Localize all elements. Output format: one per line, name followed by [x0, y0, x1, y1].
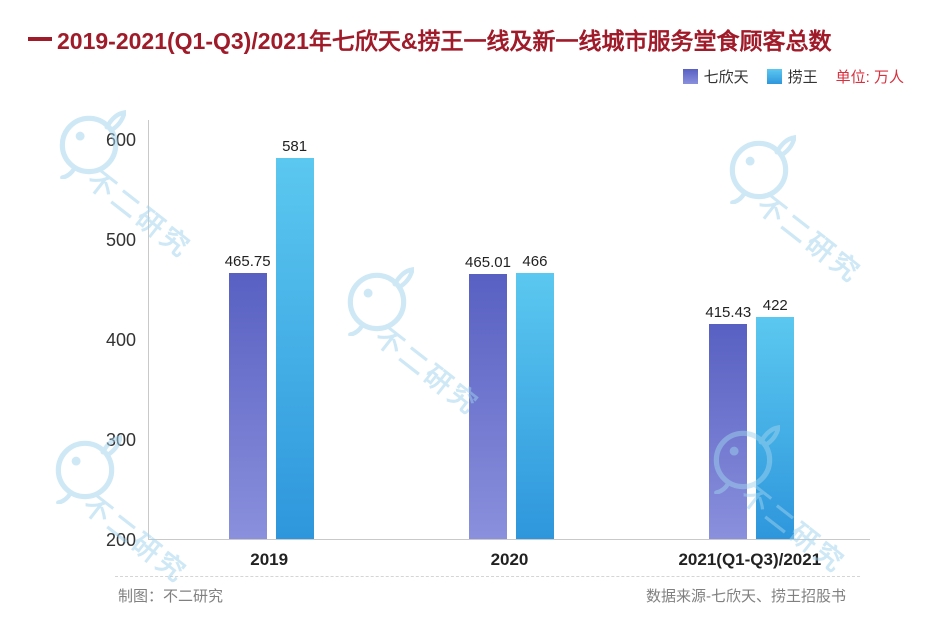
- bars: 415.43 422: [705, 297, 795, 539]
- bar-七欣天-2019: [228, 273, 267, 539]
- bar-七欣天-2020: [468, 274, 507, 539]
- bar-value-label: 466: [522, 253, 548, 270]
- bar-捞王-2020: [515, 273, 554, 539]
- legend-item-七欣天: 七欣天: [682, 66, 749, 87]
- bar-value-label: 465.01: [465, 254, 511, 271]
- footer-source: 数据来源-七欣天、捞王招股书: [646, 588, 846, 605]
- y-tick-label: 200: [105, 530, 136, 550]
- bars: 465.01 466: [465, 253, 554, 539]
- legend-item-捞王: 捞王: [766, 66, 818, 87]
- bar-group-2020: 465.01 466 2020: [465, 120, 554, 569]
- bar-value-label: 415.43: [705, 303, 752, 321]
- bar-wrap: 465.01: [465, 254, 511, 539]
- x-category-label: 2020: [490, 550, 529, 569]
- y-axis-ticks: 200 300 400 500 600: [78, 120, 136, 550]
- bar-value-label: 465.75: [224, 253, 271, 271]
- title-row: 2019-2021(Q1-Q3)/2021年七欣天&捞王一线及新一线城市服务堂食…: [28, 22, 832, 56]
- bar-捞王-2019: [275, 158, 314, 539]
- bar-groups: 465.75 581 2019 465.01 466 2020 415.43 422 2021(…: [149, 120, 870, 569]
- legend: 七欣天 捞王 单位: 万人: [682, 66, 904, 87]
- y-tick-label: 400: [105, 330, 136, 350]
- unit-label: 单位: 万人: [835, 69, 904, 86]
- bar-wrap: 422: [756, 297, 795, 539]
- bar-wrap: 415.43: [705, 304, 751, 539]
- x-category-label: 2021(Q1-Q3)/2021: [678, 550, 822, 569]
- legend-items: 七欣天 捞王: [682, 66, 818, 87]
- y-tick-label: 600: [105, 130, 136, 150]
- x-category-label: 2019: [250, 550, 289, 569]
- footer-credit: 制图：不二研究: [118, 588, 224, 605]
- bar-捞王-2021(Q1-Q3)/2021: [756, 317, 795, 539]
- chart-title: 2019-2021(Q1-Q3)/2021年七欣天&捞王一线及新一线城市服务堂食…: [57, 28, 832, 54]
- bar-value-label: 581: [282, 138, 308, 155]
- legend-label: 七欣天: [703, 69, 749, 86]
- plot-area: 465.75 581 2019 465.01 466 2020 415.43 422 2021(…: [148, 120, 870, 569]
- bar-wrap: 581: [275, 138, 314, 539]
- bar-七欣天-2021(Q1-Q3)/2021: [709, 323, 748, 539]
- y-tick-label: 300: [105, 430, 136, 450]
- footer-divider: [115, 576, 860, 577]
- legend-label: 捞王: [787, 69, 818, 86]
- bar-group-2021(Q1-Q3)/2021: 415.43 422 2021(Q1-Q3)/2021: [678, 120, 821, 569]
- bar-wrap: 466: [515, 253, 554, 539]
- legend-swatch: [766, 69, 782, 84]
- title-dash: [28, 37, 52, 41]
- bar-group-2019: 465.75 581 2019: [225, 120, 314, 569]
- y-tick-label: 500: [105, 230, 136, 250]
- bar-wrap: 465.75: [225, 253, 271, 539]
- bars: 465.75 581: [225, 138, 314, 539]
- legend-swatch: [682, 69, 698, 84]
- bar-value-label: 422: [762, 297, 788, 314]
